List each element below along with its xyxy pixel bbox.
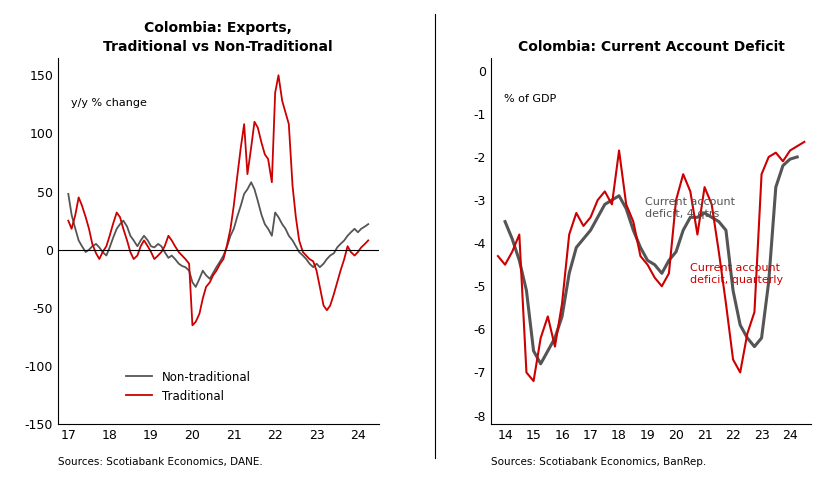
Non-traditional (63, 191, 73, 197)
Non-traditional (146, 243, 155, 249)
Non-traditional (70, 226, 80, 232)
Non-traditional (149, 244, 159, 250)
Text: % of GDP: % of GDP (503, 94, 555, 105)
Traditional (215, 261, 225, 267)
Text: Sources: Scotiabank Economics, BanRep.: Sources: Scotiabank Economics, BanRep. (490, 457, 705, 467)
Text: Current account
deficit, 4 qtrs: Current account deficit, 4 qtrs (644, 197, 734, 219)
Traditional (304, 256, 314, 262)
Non-traditional (215, 258, 225, 264)
Traditional (363, 238, 373, 243)
Traditional (242, 171, 252, 177)
Text: y/y % change: y/y % change (70, 98, 146, 108)
Traditional (70, 212, 80, 218)
Line: Traditional: Traditional (68, 75, 368, 325)
Traditional (187, 322, 197, 328)
Non-traditional (363, 221, 373, 227)
Traditional (273, 72, 283, 78)
Non-traditional (304, 261, 314, 267)
Title: Colombia: Exports,
Traditional vs Non-Traditional: Colombia: Exports, Traditional vs Non-Tr… (103, 22, 332, 54)
Non-traditional (190, 284, 200, 290)
Line: Non-traditional: Non-traditional (68, 182, 368, 287)
Text: Sources: Scotiabank Economics, DANE.: Sources: Scotiabank Economics, DANE. (58, 457, 262, 467)
Legend: Non-traditional, Traditional: Non-traditional, Traditional (122, 366, 255, 407)
Traditional (146, 249, 155, 255)
Non-traditional (242, 187, 252, 192)
Text: Current account
deficit, quarterly: Current account deficit, quarterly (689, 263, 782, 285)
Traditional (149, 256, 159, 262)
Title: Colombia: Current Account Deficit: Colombia: Current Account Deficit (517, 40, 784, 54)
Non-traditional (246, 179, 256, 185)
Traditional (63, 218, 73, 224)
